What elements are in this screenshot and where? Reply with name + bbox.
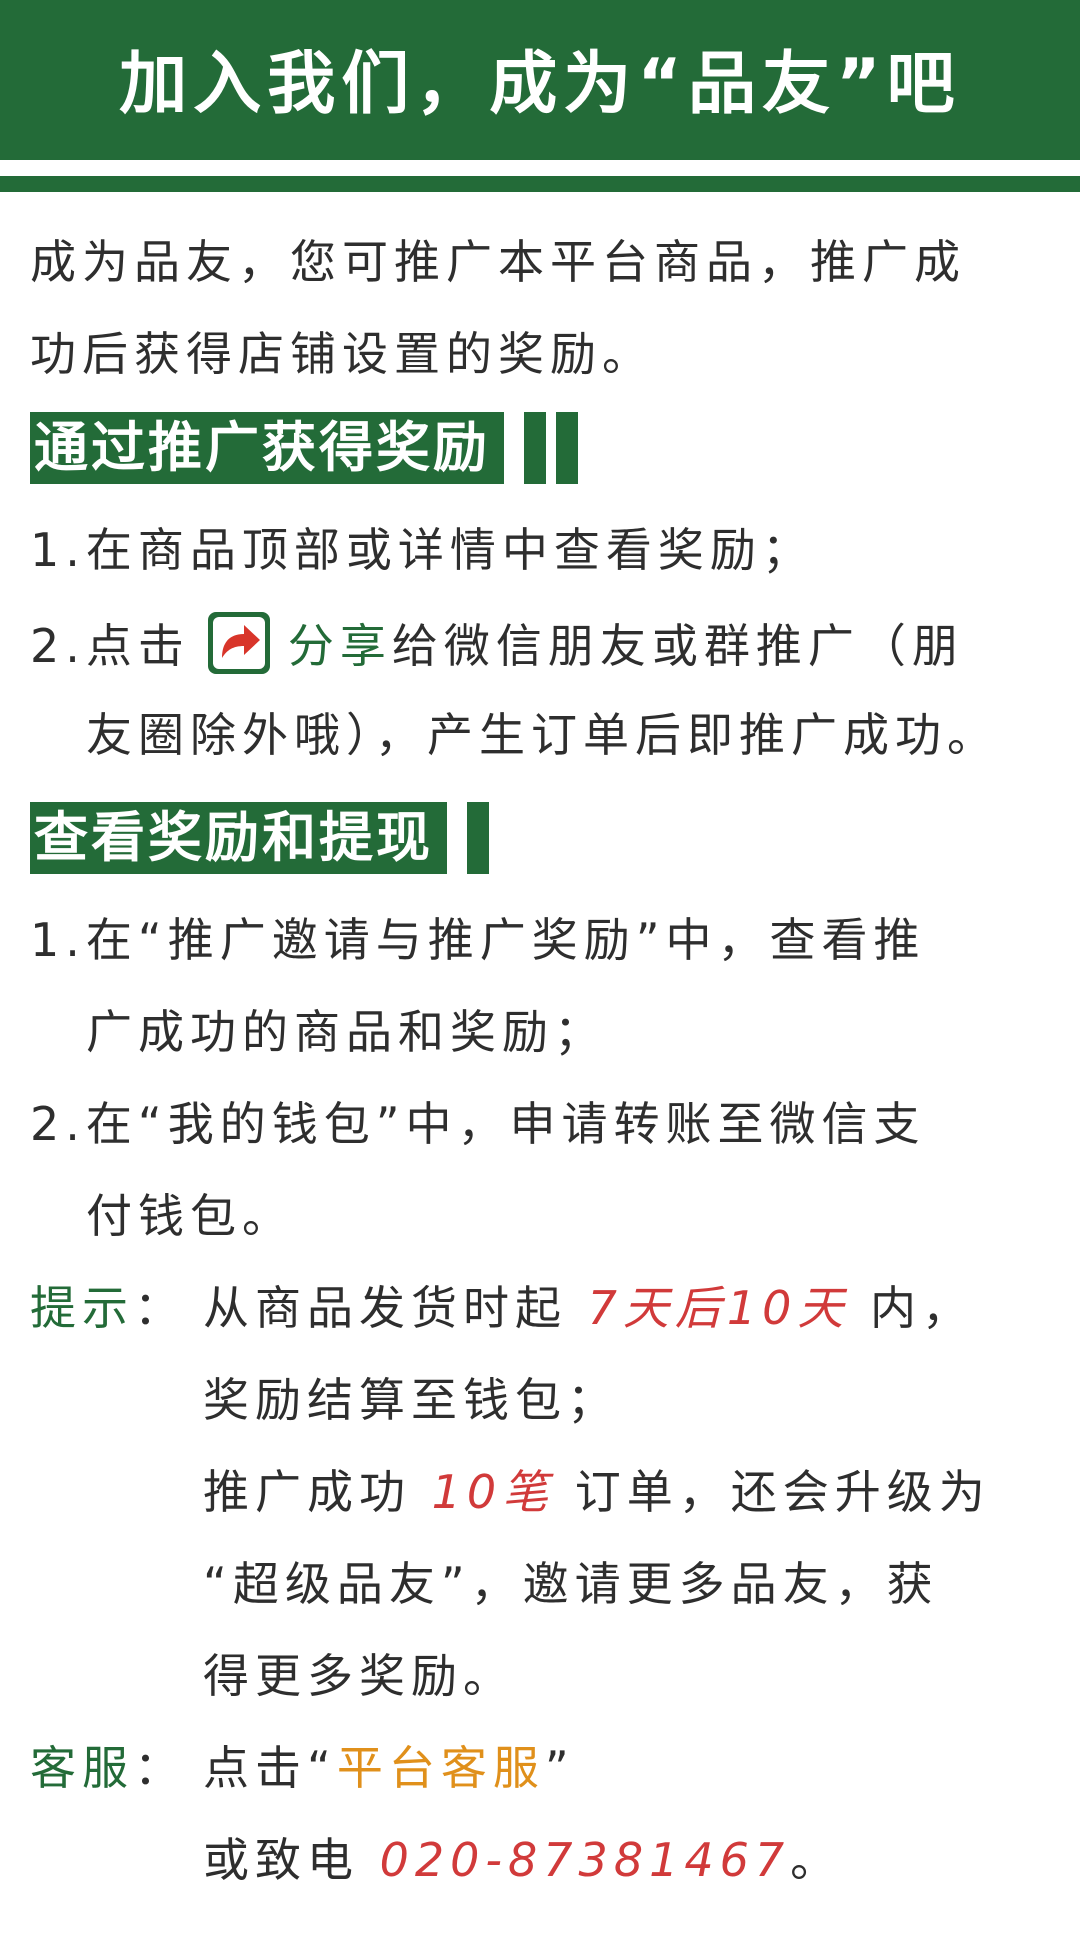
step-2-prefix: 2.点击 [30, 619, 190, 673]
service-label: 客服 [30, 1741, 134, 1795]
intro-line-2: 功后获得店铺设置的奖励。 [30, 327, 654, 381]
share-link[interactable]: 分享 [287, 619, 392, 673]
service-colon: ： [134, 1741, 186, 1795]
tip-text: 从商品发货时起 [203, 1281, 588, 1335]
tip-colon: ： [134, 1281, 186, 1335]
tip-text: 内， [849, 1281, 975, 1335]
tip-line-2: 奖励结算至钱包； [203, 1373, 619, 1427]
header-divider [0, 176, 1080, 192]
section-title: 查看奖励和提现 [30, 802, 447, 874]
phone-number-link[interactable]: 020-87381467 [379, 1833, 791, 1887]
tip-line-1: 从商品发货时起 7天后10天 内， [203, 1278, 974, 1338]
step-2-line-2: 友圈除外哦），产生订单后即推广成功。 [86, 708, 999, 762]
view-step-2: 2.在“我的钱包”中，申请转账至微信支 [30, 1097, 926, 1151]
tip-line-3: 推广成功 10笔 订单，还会升级为 [203, 1462, 991, 1522]
step-1: 1.在商品顶部或详情中查看奖励； [30, 523, 814, 577]
tip-text: 订单，还会升级为 [554, 1465, 991, 1519]
tip-line-4: “超级品友”，邀请更多品友，获 [203, 1557, 939, 1611]
view-step-1: 1.在“推广邀请与推广奖励”中，查看推 [30, 913, 926, 967]
service-line-1: 点击“平台客服” [203, 1738, 575, 1798]
tip-label-row: 提示： [30, 1278, 186, 1338]
section-accent-bar [467, 802, 489, 874]
tip-text: 推广成功 [203, 1465, 432, 1519]
tip-line-5: 得更多奖励。 [203, 1649, 515, 1703]
page-title: 加入我们，成为“品友”吧 [119, 44, 961, 124]
service-text: 。 [790, 1833, 843, 1887]
section-accent-bar [524, 412, 546, 484]
service-label-row: 客服： [30, 1738, 186, 1798]
page-header: 加入我们，成为“品友”吧 [0, 0, 1080, 160]
intro-line-1: 成为品友，您可推广本平台商品，推广成 [30, 235, 966, 289]
section-title: 通过推广获得奖励 [30, 412, 504, 484]
tip-label: 提示 [30, 1281, 134, 1335]
service-text: 点击“ [203, 1741, 337, 1795]
service-text: ” [544, 1741, 575, 1795]
platform-service-link[interactable]: 平台客服 [336, 1741, 545, 1795]
section-view-rewards: 查看奖励和提现 [30, 802, 489, 874]
section-how-to-earn: 通过推广获得奖励 [30, 412, 578, 484]
view-step-2-line-2: 付钱包。 [86, 1189, 294, 1243]
service-text: 或致电 [203, 1833, 380, 1887]
order-count: 10笔 [431, 1465, 555, 1519]
service-line-2: 或致电 020-87381467。 [203, 1830, 842, 1890]
settlement-period: 7天后10天 [587, 1281, 850, 1335]
share-arrow-icon[interactable] [207, 612, 270, 674]
step-2: 2.点击 分享给微信朋友或群推广（朋 [30, 612, 964, 674]
view-step-1-line-2: 广成功的商品和奖励； [86, 1005, 606, 1059]
step-2-suffix: 给微信朋友或群推广（朋 [391, 619, 964, 673]
section-accent-bar [556, 412, 578, 484]
